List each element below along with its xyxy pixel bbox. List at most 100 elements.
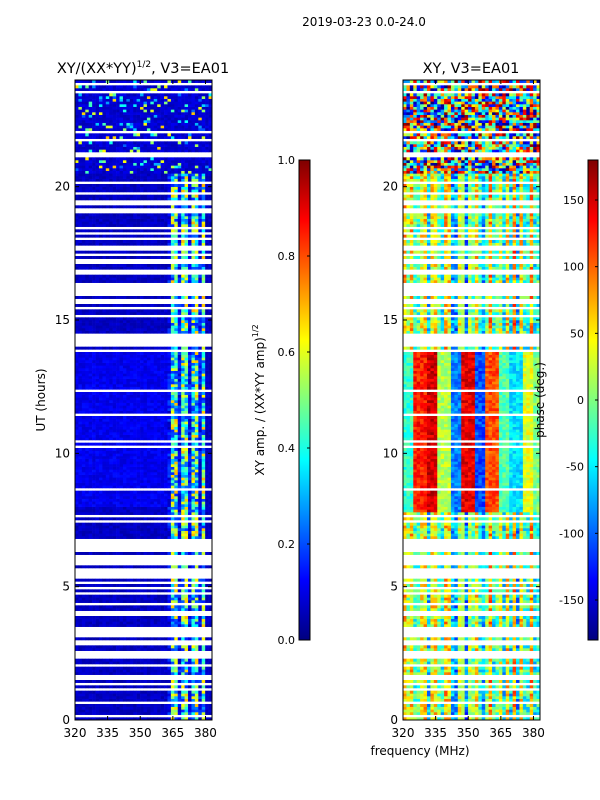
amplitude-cell [109, 618, 113, 622]
amplitude-cell [95, 418, 100, 422]
amplitude-cell [157, 648, 161, 651]
amplitude-cell [174, 218, 179, 222]
amplitude-cell [143, 365, 148, 369]
amplitude-cell [153, 461, 158, 465]
amplitude-cell [177, 418, 182, 422]
amplitude-cell [133, 480, 137, 483]
amplitude-cell [119, 661, 124, 665]
amplitude-cell [191, 309, 196, 313]
amplitude-cell [174, 450, 179, 454]
amplitude-cell [208, 250, 212, 254]
amplitude-cell [85, 234, 89, 238]
amplitude-cell [119, 666, 124, 670]
amplitude-cell [122, 474, 127, 478]
amplitude-cell [177, 594, 182, 598]
amplitude-cell [133, 493, 137, 497]
amplitude-cell [170, 408, 175, 411]
amplitude-cell [167, 218, 172, 222]
amplitude-cell [181, 312, 185, 315]
amplitude-cell [157, 504, 161, 507]
amplitude-cell [85, 624, 89, 627]
amplitude-cell [129, 394, 134, 398]
amplitude-cell [119, 658, 124, 662]
amplitude-cell [170, 442, 175, 446]
amplitude-cell [177, 309, 182, 313]
amplitude-cell [150, 432, 155, 435]
amplitude-cell [129, 469, 134, 473]
amplitude-cell [146, 224, 151, 227]
amplitude-cell [157, 432, 161, 435]
amplitude-cell [181, 296, 185, 299]
amplitude-cell [129, 501, 134, 505]
amplitude-cell [170, 680, 175, 683]
amplitude-cell [143, 474, 148, 478]
amplitude-cell [116, 381, 120, 385]
amplitude-cell [177, 402, 182, 406]
amplitude-cell [160, 325, 165, 329]
amplitude-cell [122, 317, 127, 321]
amplitude-cell [102, 578, 107, 582]
amplitude-cell [88, 250, 93, 254]
amplitude-cell [205, 469, 209, 473]
amplitude-cell [92, 597, 96, 601]
amplitude-cell [146, 698, 151, 702]
amplitude-cell [198, 509, 203, 513]
amplitude-cell [88, 368, 93, 371]
amplitude-cell [167, 698, 172, 702]
amplitude-cell [112, 509, 117, 513]
amplitude-cell [92, 274, 96, 278]
amplitude-cell [85, 352, 89, 355]
amplitude-cell [85, 373, 89, 377]
amplitude-cell [164, 501, 168, 505]
amplitude-cell [194, 680, 199, 683]
amplitude-cell [105, 317, 110, 321]
amplitude-cell [205, 368, 209, 371]
amplitude-cell [129, 472, 134, 475]
amplitude-cell [105, 504, 110, 507]
amplitude-cell [208, 482, 212, 486]
amplitude-cell [160, 421, 165, 425]
amplitude-cell [98, 328, 103, 331]
amplitude-cell [153, 304, 158, 307]
amplitude-cell [136, 584, 141, 587]
amplitude-cell [157, 501, 161, 505]
amplitude-cell [143, 530, 148, 534]
amplitude-cell [85, 458, 89, 462]
amplitude-cell [181, 616, 185, 619]
amplitude-cell [112, 277, 117, 281]
amplitude-cell [122, 256, 127, 259]
amplitude-cell [184, 666, 189, 670]
amplitude-cell [160, 461, 165, 465]
amplitude-cell [136, 608, 141, 611]
amplitude-cell [157, 477, 161, 481]
amplitude-cell [78, 312, 83, 315]
amplitude-cell [105, 605, 110, 609]
amplitude-cell [102, 706, 107, 710]
amplitude-cell [191, 690, 196, 694]
amplitude-cell [92, 528, 96, 531]
amplitude-cell [105, 461, 110, 465]
amplitude-cell [205, 242, 209, 246]
amplitude-cell [136, 386, 141, 390]
amplitude-cell [129, 704, 134, 707]
amplitude-cell [191, 392, 196, 395]
amplitude-cell [122, 693, 127, 697]
amplitude-cell [191, 597, 196, 601]
amplitude-cell [198, 552, 203, 555]
amplitude-cell [167, 370, 172, 374]
amplitude-cell [119, 197, 124, 201]
amplitude-cell [170, 317, 175, 321]
amplitude-cell [122, 378, 127, 382]
amplitude-cell [198, 410, 203, 414]
amplitude-cell [157, 352, 161, 355]
amplitude-cell [105, 669, 110, 673]
amplitude-cell [164, 426, 168, 430]
amplitude-cell [146, 352, 151, 355]
amplitude-cell [136, 250, 141, 254]
amplitude-cell [126, 352, 131, 355]
amplitude-cell [177, 461, 182, 465]
amplitude-cell [170, 224, 175, 227]
amplitude-cell [164, 466, 168, 470]
amplitude-cell [164, 266, 168, 270]
amplitude-cell [170, 669, 175, 673]
